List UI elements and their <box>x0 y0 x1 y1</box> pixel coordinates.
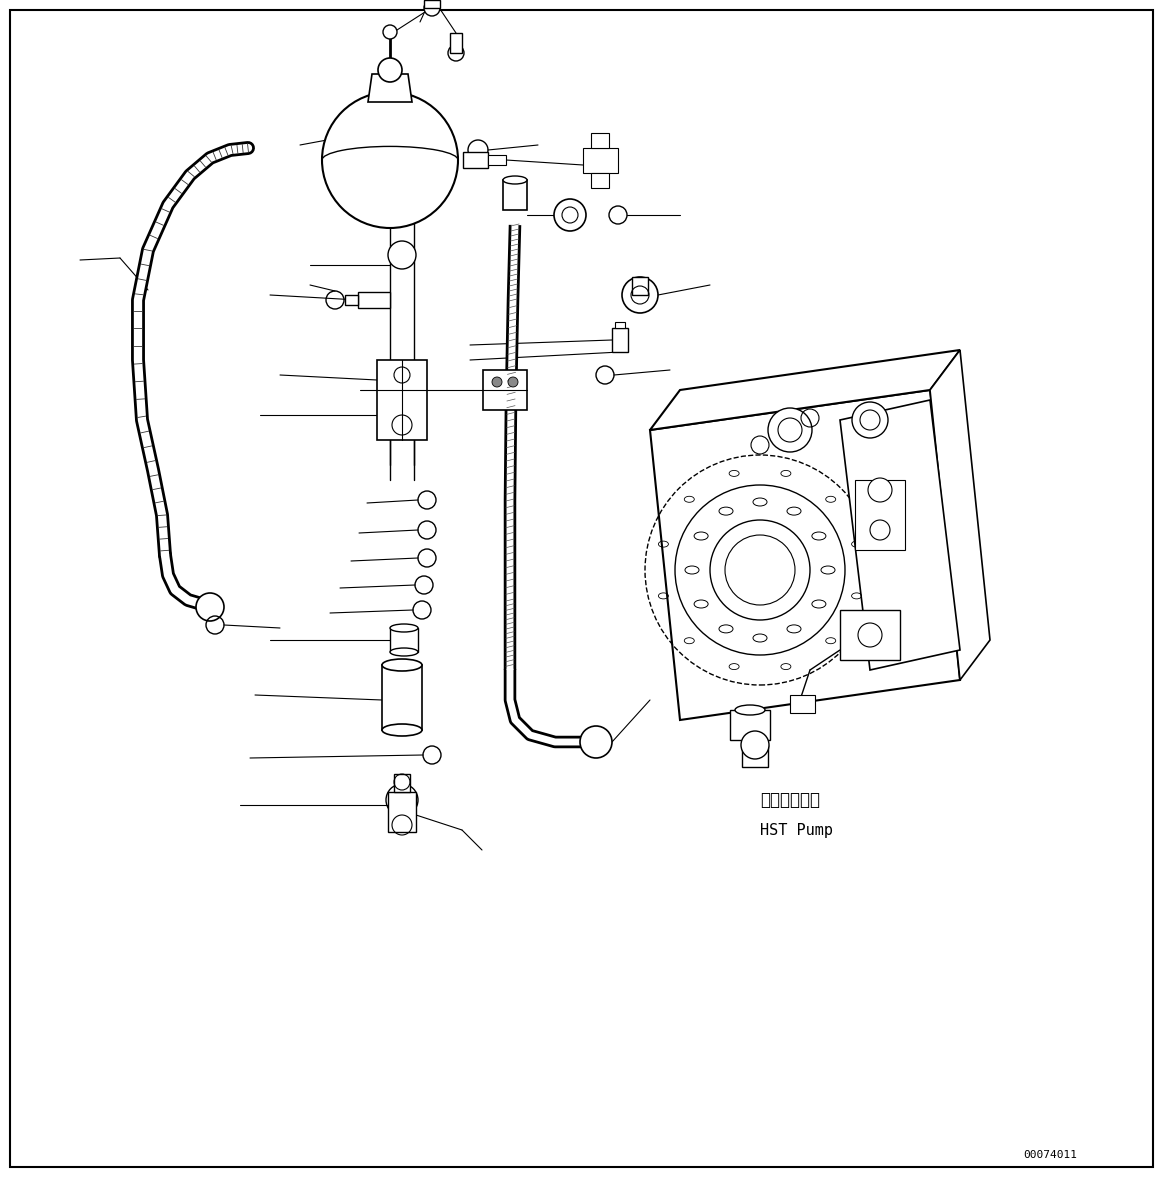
Bar <box>855 480 905 550</box>
Circle shape <box>622 277 658 313</box>
Ellipse shape <box>381 724 422 736</box>
Circle shape <box>741 731 769 759</box>
Ellipse shape <box>381 659 422 671</box>
Circle shape <box>580 726 612 758</box>
Bar <box>591 133 609 148</box>
Bar <box>591 173 609 188</box>
Bar <box>488 155 506 165</box>
Bar <box>583 148 618 173</box>
Bar <box>390 629 418 652</box>
Circle shape <box>554 199 586 231</box>
Bar <box>612 328 628 352</box>
Circle shape <box>197 593 224 621</box>
Bar <box>742 745 768 767</box>
Bar <box>632 277 648 295</box>
Polygon shape <box>650 350 959 430</box>
Circle shape <box>768 408 812 452</box>
Bar <box>730 710 770 740</box>
Circle shape <box>508 377 518 387</box>
Polygon shape <box>368 74 412 102</box>
Bar <box>483 370 527 410</box>
Circle shape <box>424 0 440 16</box>
Bar <box>377 360 427 440</box>
Circle shape <box>709 520 809 620</box>
Ellipse shape <box>735 705 765 714</box>
Text: 00074011: 00074011 <box>1023 1150 1077 1161</box>
Circle shape <box>322 92 458 228</box>
Circle shape <box>383 25 397 39</box>
Bar <box>450 33 462 53</box>
Polygon shape <box>840 400 959 670</box>
Circle shape <box>868 478 892 503</box>
Bar <box>463 152 488 168</box>
Circle shape <box>378 58 402 82</box>
Bar <box>345 295 358 305</box>
Ellipse shape <box>504 177 527 184</box>
Bar <box>381 665 422 730</box>
Circle shape <box>852 403 889 438</box>
Bar <box>394 774 411 792</box>
Circle shape <box>492 377 502 387</box>
Ellipse shape <box>390 649 418 656</box>
Bar <box>615 322 625 328</box>
Bar <box>504 180 527 210</box>
Text: HST Pump: HST Pump <box>759 823 833 838</box>
Polygon shape <box>650 390 959 720</box>
Circle shape <box>388 241 416 270</box>
Text: ＨＳＴポンプ: ＨＳＴポンプ <box>759 791 820 809</box>
Bar <box>388 792 416 832</box>
Bar <box>358 292 390 308</box>
Bar <box>424 0 440 8</box>
Bar <box>840 610 900 660</box>
Ellipse shape <box>390 624 418 632</box>
Bar <box>790 694 815 713</box>
Polygon shape <box>930 350 990 680</box>
Circle shape <box>448 45 464 61</box>
